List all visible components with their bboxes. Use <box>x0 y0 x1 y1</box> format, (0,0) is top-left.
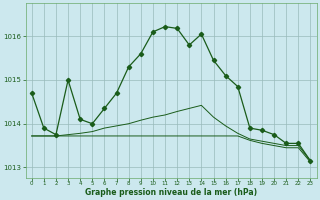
X-axis label: Graphe pression niveau de la mer (hPa): Graphe pression niveau de la mer (hPa) <box>85 188 257 197</box>
